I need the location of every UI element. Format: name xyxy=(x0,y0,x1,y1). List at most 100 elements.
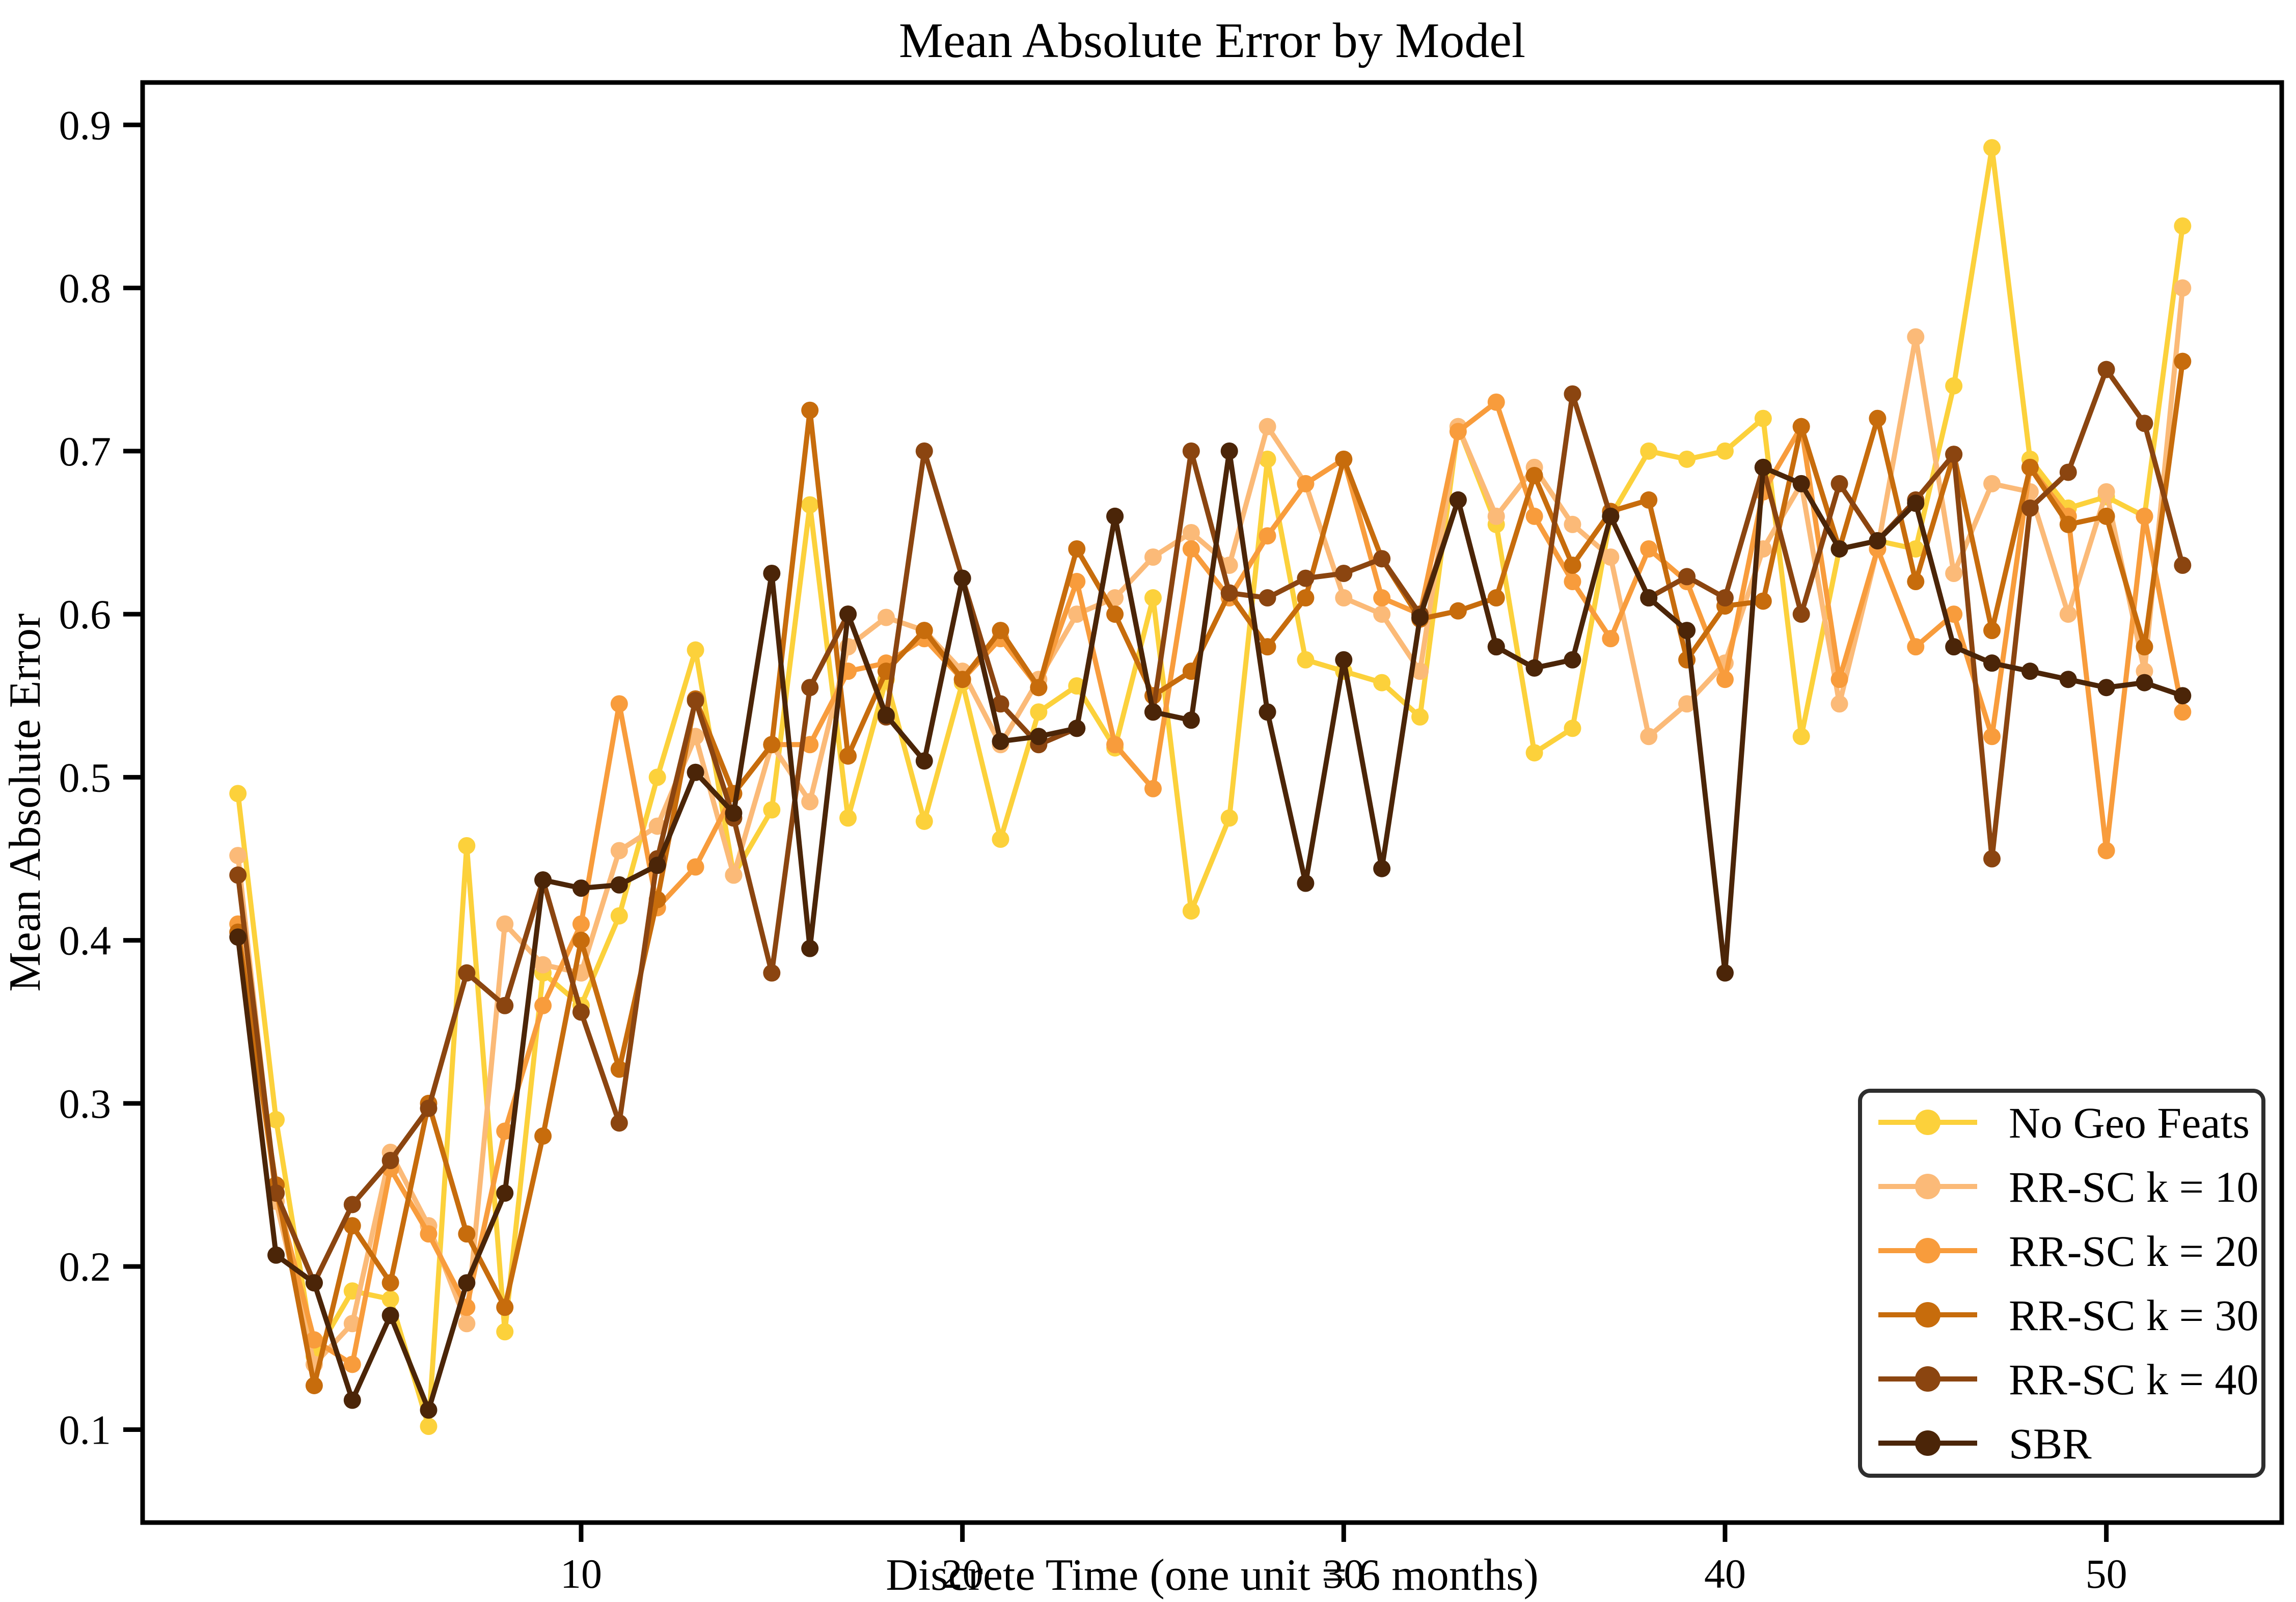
data-point-rr-sc-k-10 xyxy=(496,915,514,933)
data-point-sbr xyxy=(534,871,552,889)
data-point-no-geo-feats xyxy=(687,641,704,659)
legend-entry-rr-sc-k-40: RR-SC k = 40 xyxy=(1878,1355,2259,1404)
data-point-rr-sc-k-40 xyxy=(801,679,819,697)
data-point-rr-sc-k-40 xyxy=(763,964,781,982)
legend: No Geo Feats RR-SC k = 10 RR-SC k = 20 RR-S… xyxy=(1858,1089,2265,1478)
legend-marker-icon xyxy=(1915,1302,1940,1328)
data-point-rr-sc-k-20 xyxy=(496,1122,514,1140)
x-tick-label: 30 xyxy=(1323,1551,1364,1597)
data-point-rr-sc-k-10 xyxy=(1983,475,2001,492)
data-point-rr-sc-k-10 xyxy=(801,793,819,811)
data-point-rr-sc-k-40 xyxy=(2097,361,2115,378)
data-point-sbr xyxy=(725,804,743,822)
data-point-sbr xyxy=(1564,651,1581,669)
data-point-rr-sc-k-10 xyxy=(1259,418,1276,435)
data-point-rr-sc-k-40 xyxy=(1259,589,1276,607)
data-point-sbr xyxy=(267,1246,285,1264)
data-point-sbr xyxy=(1983,654,2001,672)
data-point-rr-sc-k-40 xyxy=(343,1196,361,1213)
data-point-rr-sc-k-30 xyxy=(534,1127,552,1145)
data-point-rr-sc-k-20 xyxy=(1144,780,1162,797)
data-point-rr-sc-k-30 xyxy=(839,747,857,765)
data-point-no-geo-feats xyxy=(1030,703,1048,721)
data-point-sbr xyxy=(1144,703,1162,721)
data-point-no-geo-feats xyxy=(381,1290,399,1308)
data-point-rr-sc-k-30 xyxy=(992,622,1009,640)
data-point-rr-sc-k-30 xyxy=(1754,592,1772,610)
data-point-rr-sc-k-10 xyxy=(1640,728,1658,745)
y-axis-label: Mean Absolute Error xyxy=(1,614,50,992)
data-point-rr-sc-k-20 xyxy=(305,1331,323,1349)
data-point-rr-sc-k-40 xyxy=(1297,569,1315,587)
data-point-rr-sc-k-30 xyxy=(610,1060,628,1078)
data-point-sbr xyxy=(1678,622,1696,640)
data-point-rr-sc-k-20 xyxy=(801,736,819,754)
legend-marker-icon xyxy=(1915,1238,1940,1263)
data-point-rr-sc-k-20 xyxy=(1487,393,1505,411)
data-point-sbr xyxy=(305,1274,323,1292)
data-point-no-geo-feats xyxy=(458,837,476,854)
legend-entry-sbr: SBR xyxy=(1878,1419,2092,1468)
data-point-no-geo-feats xyxy=(1564,720,1581,737)
x-tick-label: 20 xyxy=(942,1551,983,1597)
data-point-no-geo-feats xyxy=(648,768,666,786)
data-point-sbr xyxy=(801,940,819,957)
data-point-rr-sc-k-30 xyxy=(2059,515,2077,533)
data-point-rr-sc-k-40 xyxy=(1716,589,1734,607)
data-point-sbr xyxy=(496,1184,514,1202)
data-point-sbr xyxy=(229,928,247,946)
data-point-sbr xyxy=(1297,874,1315,892)
data-point-rr-sc-k-30 xyxy=(801,401,819,419)
legend-label: RR-SC k = 10 xyxy=(2009,1163,2259,1211)
data-point-rr-sc-k-30 xyxy=(1487,589,1505,607)
data-point-rr-sc-k-40 xyxy=(267,1184,285,1202)
y-tick-label: 0.8 xyxy=(59,265,112,312)
data-point-sbr xyxy=(2174,687,2192,705)
data-point-rr-sc-k-10 xyxy=(1945,565,1963,583)
chart-title: Mean Absolute Error by Model xyxy=(899,13,1525,68)
data-point-rr-sc-k-10 xyxy=(1411,662,1429,680)
data-point-no-geo-feats xyxy=(915,812,933,830)
data-point-sbr xyxy=(1907,494,1925,512)
data-point-sbr xyxy=(1068,720,1086,737)
data-point-rr-sc-k-40 xyxy=(915,442,933,460)
data-point-rr-sc-k-10 xyxy=(2059,605,2077,623)
data-point-rr-sc-k-20 xyxy=(2136,507,2153,525)
legend-entry-no-geo-feats: No Geo Feats xyxy=(1878,1098,2250,1147)
data-point-rr-sc-k-20 xyxy=(1525,507,1543,525)
legend-label: SBR xyxy=(2009,1419,2092,1468)
data-point-sbr xyxy=(992,732,1009,750)
data-point-rr-sc-k-20 xyxy=(1945,605,1963,623)
data-point-rr-sc-k-30 xyxy=(1564,557,1581,574)
data-point-no-geo-feats xyxy=(992,831,1009,848)
data-point-rr-sc-k-10 xyxy=(2097,483,2115,501)
x-tick-label: 10 xyxy=(560,1551,602,1597)
data-point-rr-sc-k-20 xyxy=(1716,671,1734,688)
data-point-rr-sc-k-30 xyxy=(1640,491,1658,509)
data-point-sbr xyxy=(1487,638,1505,656)
data-point-rr-sc-k-40 xyxy=(458,964,476,982)
data-point-rr-sc-k-10 xyxy=(1144,548,1162,566)
data-point-rr-sc-k-30 xyxy=(343,1217,361,1235)
data-point-rr-sc-k-30 xyxy=(2174,352,2192,370)
data-point-rr-sc-k-30 xyxy=(2097,507,2115,525)
data-point-sbr xyxy=(1754,458,1772,476)
data-point-rr-sc-k-30 xyxy=(1335,450,1353,468)
data-point-sbr xyxy=(1602,507,1620,525)
series-sbr-line xyxy=(235,448,2185,1413)
data-point-rr-sc-k-40 xyxy=(1830,475,1848,492)
data-point-rr-sc-k-20 xyxy=(1830,671,1848,688)
data-point-sbr xyxy=(420,1401,438,1419)
data-point-no-geo-feats xyxy=(801,496,819,514)
data-point-rr-sc-k-40 xyxy=(1945,446,1963,463)
data-point-rr-sc-k-40 xyxy=(1182,442,1200,460)
y-tick-label: 0.2 xyxy=(59,1244,112,1290)
data-point-rr-sc-k-40 xyxy=(1792,605,1810,623)
legend-entry-rr-sc-k-30: RR-SC k = 30 xyxy=(1878,1291,2259,1340)
data-point-rr-sc-k-20 xyxy=(687,858,704,876)
legend-marker-icon xyxy=(1915,1430,1940,1456)
axis-ticks: 10 20 30 40 50 0.1 0.2 0.3 0.4 0.5 0.6 0.7 0.8 0.9 xyxy=(59,102,2127,1597)
data-point-no-geo-feats xyxy=(420,1418,438,1435)
data-point-sbr xyxy=(1411,609,1429,626)
y-tick-label: 0.1 xyxy=(59,1406,112,1453)
